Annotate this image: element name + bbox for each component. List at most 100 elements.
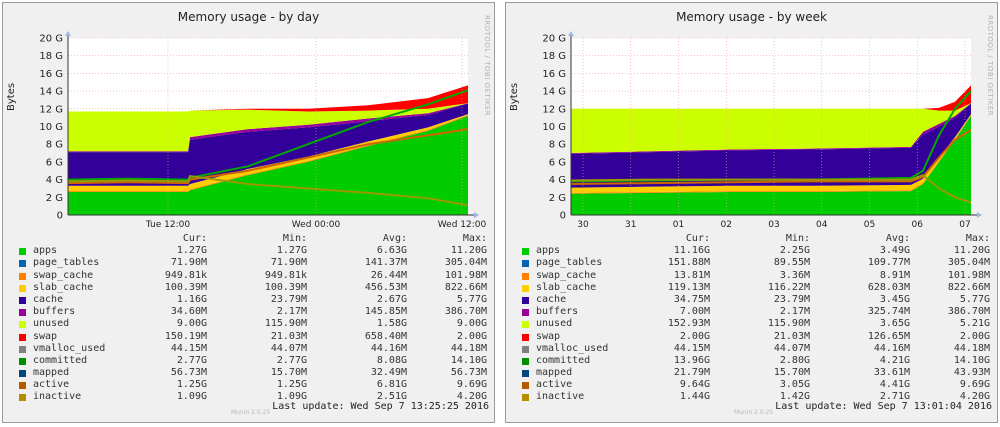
x-tick-label: 01	[673, 220, 684, 230]
legend-max: 9.69G	[959, 379, 990, 391]
y-tick-label: 16 G	[542, 69, 566, 80]
line-active	[570, 129, 972, 186]
legend-avg: 3.45G	[879, 293, 910, 305]
legend-cur: 949.81k	[164, 269, 207, 281]
legend-name: slab_cache	[536, 281, 597, 293]
legend-cur: 7.00M	[679, 306, 710, 318]
legend-avg: 141.37M	[364, 257, 407, 269]
legend-name: mapped	[536, 367, 573, 379]
memory-week-panel: Memory usage - by week RRDTOOL / TOBI OE…	[505, 2, 998, 423]
munin-credit: Munin 2.0.25	[734, 409, 774, 416]
legend-row: vmalloc_used 44.15M 44.07M 44.16M 44.18M	[520, 343, 992, 355]
legend-max: 44.18M	[450, 342, 487, 354]
legend-name: unused	[33, 318, 70, 330]
legend-avg: 456.53M	[364, 281, 407, 293]
y-tick-label: 4 G	[46, 175, 63, 186]
legend-name: committed	[33, 354, 88, 366]
legend-table: Cur: Min: Avg: Max: apps 1.27G 1.27G 6.63G 11.20…	[17, 233, 489, 404]
legend-col-header: Cur:	[182, 233, 207, 244]
legend-avg: 658.40M	[364, 330, 407, 342]
legend-max: 101.98M	[444, 269, 487, 281]
legend-max: 11.20G	[450, 245, 487, 257]
y-tick-label: 14 G	[542, 87, 566, 98]
legend-min: 1.25G	[276, 379, 307, 391]
legend-avg: 126.65M	[867, 330, 910, 342]
legend-swatch	[522, 345, 529, 353]
chart-title: Memory usage - by week	[676, 10, 827, 24]
legend-swatch	[19, 333, 26, 341]
legend-min: 44.07M	[270, 342, 307, 354]
legend-avg: 4.21G	[879, 354, 910, 366]
legend-cur: 13.96G	[673, 354, 710, 366]
legend-min: 100.39M	[264, 281, 307, 293]
legend-row: page_tables 151.88M 89.55M 109.77M 305.04M	[520, 257, 992, 269]
legend-max: 5.77G	[456, 293, 487, 305]
legend-avg: 6.81G	[376, 379, 407, 391]
legend-cur: 119.13M	[667, 281, 710, 293]
legend-name: active	[33, 379, 70, 391]
legend-max: 11.20G	[953, 245, 990, 257]
legend-cur: 1.16G	[176, 293, 207, 305]
x-tick-label: 07	[959, 220, 970, 230]
legend-name: unused	[536, 318, 573, 330]
line-inactive	[67, 174, 469, 207]
legend-swatch	[19, 370, 26, 378]
legend-row: active 1.25G 1.25G 6.81G 9.69G	[17, 379, 489, 391]
x-tick-label: 30	[577, 220, 589, 230]
legend-name: swap_cache	[536, 269, 597, 281]
y-tick-label: 14 G	[39, 87, 63, 98]
legend-cur: 1.09G	[176, 391, 207, 403]
legend-avg: 4.41G	[879, 379, 910, 391]
line-inactive	[570, 174, 972, 204]
legend-max: 4.20G	[959, 391, 990, 403]
legend-col-header: Cur:	[685, 233, 710, 244]
legend-swatch	[522, 284, 529, 292]
legend-max: 9.69G	[456, 379, 487, 391]
y-tick-label: 20 G	[39, 34, 63, 45]
area-unused	[68, 103, 468, 152]
area-unused	[571, 103, 971, 154]
legend-row: inactive 1.09G 1.09G 2.51G 4.20G	[17, 391, 489, 403]
y-tick-label: 20 G	[542, 34, 566, 45]
memory-day-chart: 0 2 G 4 G 6 G 8 G 10 G 12 G 14 G 16 G 18 G 20 G Tue…	[39, 31, 486, 230]
legend-name: cache	[536, 293, 567, 305]
y-tick-label: 4 G	[549, 175, 566, 186]
legend-swatch	[19, 345, 26, 353]
legend-cur: 100.39M	[164, 281, 207, 293]
x-tick-label: 02	[721, 220, 732, 230]
legend-cur: 71.90M	[170, 257, 207, 269]
legend-col-header: Max:	[965, 233, 990, 244]
legend-table: Cur: Min: Avg: Max: apps 11.16G 2.25G 3.49G 11.2…	[520, 233, 992, 404]
legend-avg: 1.58G	[376, 318, 407, 330]
legend-max: 2.00G	[959, 330, 990, 342]
legend-row: swap_cache 13.81M 3.36M 8.91M 101.98M	[520, 270, 992, 282]
legend-swatch	[522, 309, 529, 317]
legend-cur: 13.81M	[673, 269, 710, 281]
y-tick-label: 12 G	[542, 104, 566, 115]
legend-min: 23.79M	[270, 293, 307, 305]
legend-cur: 56.73M	[170, 367, 207, 379]
legend-col-header: Max:	[462, 233, 487, 244]
legend-max: 822.66M	[947, 281, 990, 293]
legend-name: slab_cache	[33, 281, 94, 293]
legend-avg: 44.16M	[370, 342, 407, 354]
legend-cur: 44.15M	[673, 342, 710, 354]
legend-swatch	[522, 357, 529, 365]
legend-min: 15.70M	[773, 367, 810, 379]
legend-cur: 152.93M	[667, 318, 710, 330]
legend-swatch	[19, 272, 26, 280]
legend-name: active	[536, 379, 573, 391]
legend-min: 21.03M	[773, 330, 810, 342]
legend-avg: 145.85M	[364, 306, 407, 318]
area-cache	[571, 103, 971, 188]
x-tick-label: 03	[768, 220, 779, 230]
legend-swatch	[522, 333, 529, 341]
legend-avg: 628.03M	[867, 281, 910, 293]
legend-min: 115.90M	[767, 318, 810, 330]
y-tick-label: 0	[57, 211, 63, 222]
legend-cur: 1.44G	[679, 391, 710, 403]
legend-max: 14.10G	[953, 354, 990, 366]
legend-avg: 33.61M	[873, 367, 910, 379]
legend-min: 44.07M	[773, 342, 810, 354]
legend-row: apps 1.27G 1.27G 6.63G 11.20G	[17, 245, 489, 257]
